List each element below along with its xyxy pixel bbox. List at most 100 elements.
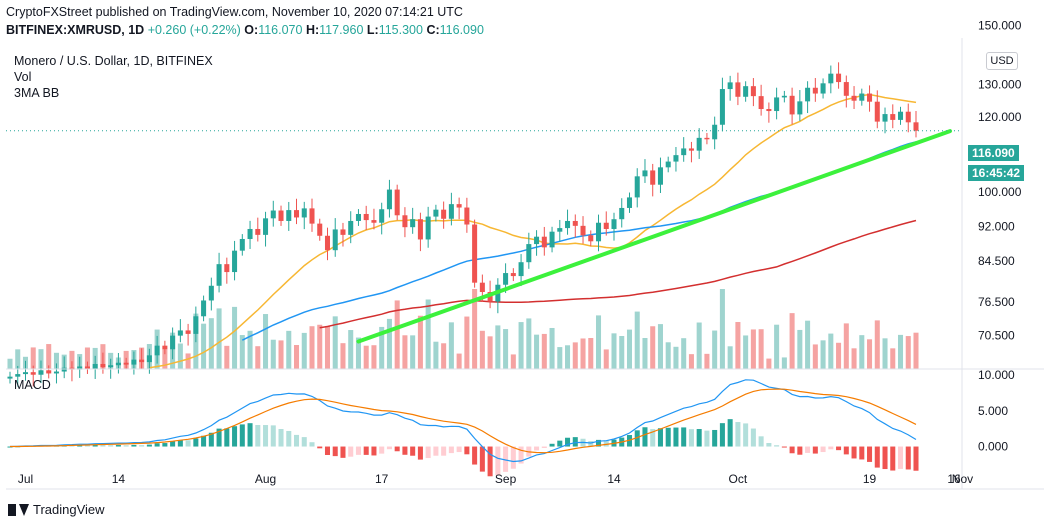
macd-histogram-bar	[479, 446, 485, 472]
volume-bar	[595, 315, 602, 369]
change-value: +0.260 (+0.22%)	[147, 23, 241, 37]
macd-histogram-bar	[131, 444, 137, 447]
macd-histogram-bar	[650, 429, 656, 447]
macd-histogram-bar	[735, 422, 741, 447]
volume-bar	[433, 341, 439, 369]
y-tick-label: 76.500	[978, 295, 1015, 309]
candle-body	[688, 148, 694, 151]
candle-body	[882, 114, 888, 122]
macd-histogram-bar	[665, 427, 671, 447]
volume-bar	[890, 348, 896, 369]
macd-histogram-bar	[410, 446, 416, 456]
macd-histogram-bar	[301, 437, 307, 447]
macd-histogram-bar	[123, 445, 129, 447]
candle-body	[913, 122, 919, 131]
macd-histogram-bar	[340, 446, 346, 458]
macd-histogram-bar	[170, 441, 176, 447]
macd-histogram-bar	[503, 446, 509, 472]
candle-body	[611, 219, 617, 229]
candle-body	[642, 170, 648, 177]
macd-histogram-bar	[805, 446, 811, 453]
tradingview-logo[interactable]: TradingView	[8, 502, 105, 517]
x-tick-label: 19	[863, 472, 877, 486]
candle-body	[301, 208, 307, 218]
volume-bar	[185, 353, 191, 369]
candle-body	[650, 170, 656, 185]
ma-short-line	[149, 93, 917, 369]
candle-body	[897, 111, 904, 120]
currency-button[interactable]: USD	[986, 52, 1018, 70]
candle-body	[836, 73, 842, 83]
volume-bar	[688, 354, 694, 369]
macd-histogram-bar	[890, 446, 896, 471]
macd-histogram-bar	[774, 445, 780, 447]
macd-histogram-bar	[812, 446, 818, 454]
candle-body	[890, 114, 896, 120]
macd-histogram-bar	[913, 446, 919, 471]
macd-y-tick-label: 0.000	[978, 440, 1008, 454]
macd-histogram-bar	[495, 446, 501, 476]
volume-bar	[874, 320, 880, 369]
macd-histogram-bar	[534, 446, 540, 451]
volume-bar	[549, 327, 555, 369]
volume-bar	[642, 338, 648, 369]
volume-bar	[719, 289, 725, 369]
volume-bar	[239, 335, 245, 369]
volume-bar	[565, 345, 571, 369]
low-label: L:	[366, 23, 379, 37]
candle-body	[851, 95, 857, 101]
macd-histogram-bar	[510, 446, 516, 469]
volume-bar	[201, 323, 207, 369]
volume-bar	[557, 347, 563, 369]
volume-bar	[851, 348, 857, 369]
candle-body	[510, 273, 516, 277]
candle-body	[441, 209, 447, 219]
candle-body	[108, 365, 114, 368]
candle-body	[557, 228, 563, 232]
macd-histogram-bar	[704, 430, 710, 447]
macd-histogram-bar	[270, 425, 276, 447]
x-tick-label: 16	[947, 472, 961, 486]
published-line: CryptoFXStreet published on TradingView.…	[6, 5, 463, 19]
candle-body	[681, 148, 687, 156]
macd-histogram-bar	[657, 428, 663, 447]
candle-body	[867, 93, 873, 102]
volume-bar	[386, 318, 392, 369]
volume-bar	[867, 339, 873, 369]
macd-histogram-bar	[851, 446, 857, 459]
volume-bar	[534, 334, 540, 369]
volume-bar	[913, 332, 919, 369]
y-tick-label: 70.500	[978, 329, 1015, 343]
axis-layer: 150.000 130.000 120.000 100.000 92.000 84.500…	[6, 18, 1044, 490]
candle-body	[92, 363, 98, 369]
macd-histogram-bar	[154, 443, 160, 447]
volume-bar	[69, 350, 75, 369]
macd-histogram-bar	[588, 441, 594, 447]
volume-bar	[905, 336, 911, 369]
candle-body	[7, 376, 13, 379]
macd-histogram-bar	[487, 446, 493, 477]
macd-histogram-bar	[642, 427, 648, 447]
candle-body	[53, 371, 59, 374]
macd-histogram-bar	[634, 430, 640, 447]
candle-body	[472, 224, 478, 283]
volume-bar	[805, 320, 811, 369]
candle-body	[448, 204, 454, 219]
candle-body	[673, 155, 679, 162]
candle-body	[379, 209, 385, 223]
candle-body	[394, 189, 400, 216]
low-value: 115.300	[378, 23, 423, 37]
volume-bar	[278, 340, 284, 369]
candle-body	[224, 264, 230, 273]
candle-body	[146, 355, 152, 363]
y-tick-label: 120.000	[978, 110, 1022, 124]
candle-body	[712, 124, 718, 140]
high-value: 117.960	[319, 23, 364, 37]
candle-body	[541, 236, 547, 248]
macd-histogram-bar	[193, 438, 199, 447]
macd-histogram-bar	[441, 446, 447, 456]
volume-bar	[820, 340, 826, 369]
macd-histogram-bar	[781, 446, 787, 448]
volume-bar	[410, 335, 416, 369]
